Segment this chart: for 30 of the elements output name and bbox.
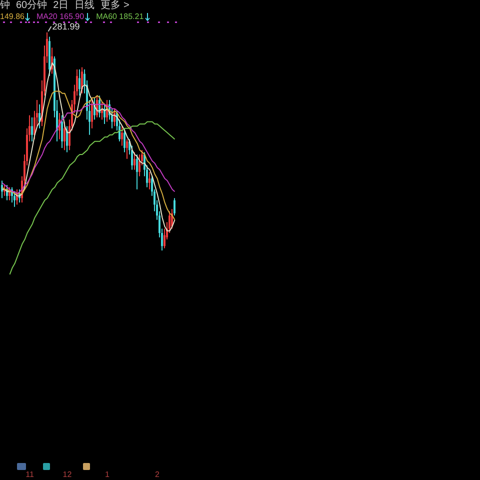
candlestick bbox=[64, 121, 66, 151]
candlestick bbox=[61, 114, 63, 148]
text: 60分钟 bbox=[16, 0, 48, 12]
candlestick bbox=[66, 126, 68, 153]
candlestick bbox=[91, 97, 93, 129]
candlestick bbox=[134, 152, 136, 170]
x-tick-label: 12 bbox=[62, 470, 72, 479]
candlestick bbox=[31, 116, 33, 142]
text: 日线 bbox=[74, 0, 95, 12]
text: 2日 bbox=[53, 0, 69, 12]
text: 更多 > bbox=[100, 0, 130, 12]
text: MA20 165.90 bbox=[36, 12, 84, 21]
x-tick-label: 1 bbox=[105, 470, 110, 479]
candlestick bbox=[126, 138, 128, 160]
text: MA60 185.21 bbox=[96, 12, 144, 21]
candlestick bbox=[78, 68, 80, 96]
text: 钟 bbox=[0, 0, 10, 12]
candlestick bbox=[121, 126, 123, 146]
text: 281.99 bbox=[52, 21, 80, 32]
candlestick bbox=[14, 191, 16, 208]
candlestick bbox=[104, 104, 106, 124]
candlestick bbox=[81, 66, 83, 94]
candlestick bbox=[174, 198, 176, 216]
x-tick-label: 11 bbox=[26, 470, 34, 479]
candlestick bbox=[138, 154, 140, 177]
candlestick bbox=[136, 154, 138, 190]
x-tick-label: 2 bbox=[155, 470, 160, 479]
candlestick bbox=[124, 128, 126, 153]
text: 149.86 bbox=[0, 12, 24, 21]
candlestick bbox=[148, 171, 150, 190]
